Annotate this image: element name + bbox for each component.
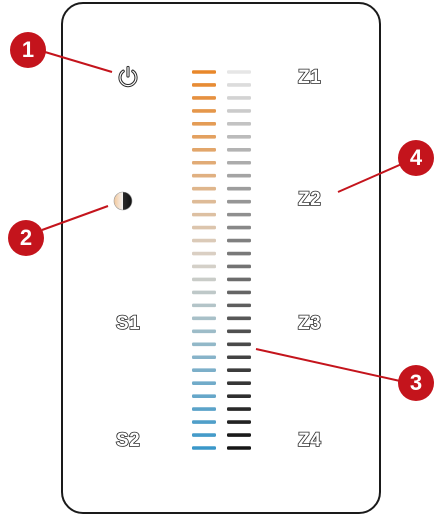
brightness-slider[interactable] — [227, 70, 251, 450]
callout-marker-1: 1 — [10, 32, 46, 68]
callout-marker-4: 4 — [398, 140, 434, 176]
brightness-segment[interactable] — [227, 96, 251, 100]
brightness-segment[interactable] — [227, 355, 251, 360]
brightness-segment[interactable] — [227, 277, 251, 282]
color-temperature-segment[interactable] — [192, 96, 216, 100]
brightness-segment[interactable] — [227, 251, 251, 256]
zone-1-key[interactable]: Z1 — [297, 66, 322, 89]
scene-1-key[interactable]: S1 — [115, 312, 141, 335]
zone-2-label: Z2 — [297, 188, 322, 211]
scene-1-label: S1 — [115, 312, 141, 335]
color-temperature-segment[interactable] — [192, 147, 216, 152]
color-temperature-segment[interactable] — [192, 186, 216, 191]
color-temperature-button[interactable] — [112, 190, 134, 212]
color-temperature-icon — [113, 191, 133, 211]
brightness-segment[interactable] — [227, 70, 251, 74]
brightness-segment[interactable] — [227, 83, 251, 87]
color-temperature-segment[interactable] — [192, 446, 216, 450]
brightness-segment[interactable] — [227, 342, 251, 347]
color-temperature-segment[interactable] — [192, 407, 216, 411]
brightness-segment[interactable] — [227, 394, 251, 398]
color-temperature-segment[interactable] — [192, 251, 216, 256]
color-temperature-segment[interactable] — [192, 433, 216, 437]
zone-3-key[interactable]: Z3 — [297, 312, 322, 335]
zone-2-key[interactable]: Z2 — [297, 188, 322, 211]
color-temperature-segment[interactable] — [192, 122, 216, 126]
power-button[interactable] — [116, 65, 140, 89]
brightness-segment[interactable] — [227, 446, 251, 450]
brightness-segment[interactable] — [227, 122, 251, 126]
brightness-segment[interactable] — [227, 147, 251, 152]
brightness-segment[interactable] — [227, 264, 251, 269]
brightness-segment[interactable] — [227, 381, 251, 385]
color-temperature-segment[interactable] — [192, 212, 216, 217]
scene-2-key[interactable]: S2 — [115, 429, 141, 452]
scene-2-label: S2 — [115, 429, 141, 452]
color-temperature-segment[interactable] — [192, 420, 216, 424]
brightness-segment[interactable] — [227, 303, 251, 308]
color-temperature-segment[interactable] — [192, 225, 216, 230]
brightness-segment[interactable] — [227, 290, 251, 295]
brightness-segment[interactable] — [227, 173, 251, 178]
brightness-segment[interactable] — [227, 420, 251, 424]
color-temperature-segment[interactable] — [192, 264, 216, 269]
color-temperature-slider[interactable] — [192, 70, 216, 450]
brightness-segment[interactable] — [227, 368, 251, 373]
brightness-segment[interactable] — [227, 238, 251, 243]
color-temperature-segment[interactable] — [192, 394, 216, 398]
brightness-segment[interactable] — [227, 433, 251, 437]
brightness-segment[interactable] — [227, 225, 251, 230]
brightness-segment[interactable] — [227, 316, 251, 321]
color-temperature-segment[interactable] — [192, 199, 216, 204]
color-temperature-segment[interactable] — [192, 238, 216, 243]
zone-4-label: Z4 — [297, 429, 322, 452]
color-temperature-segment[interactable] — [192, 342, 216, 347]
color-temperature-segment[interactable] — [192, 70, 216, 74]
color-temperature-segment[interactable] — [192, 316, 216, 321]
color-temperature-segment[interactable] — [192, 277, 216, 282]
color-temperature-segment[interactable] — [192, 368, 216, 373]
power-icon — [118, 65, 138, 88]
brightness-segment[interactable] — [227, 329, 251, 334]
callout-marker-3: 3 — [398, 365, 434, 401]
brightness-segment[interactable] — [227, 186, 251, 191]
color-temperature-segment[interactable] — [192, 135, 216, 139]
color-temperature-segment[interactable] — [192, 83, 216, 87]
color-temperature-segment[interactable] — [192, 381, 216, 385]
brightness-segment[interactable] — [227, 135, 251, 139]
brightness-segment[interactable] — [227, 199, 251, 204]
zone-3-label: Z3 — [297, 312, 322, 335]
zone-1-label: Z1 — [297, 66, 322, 89]
brightness-segment[interactable] — [227, 212, 251, 217]
color-temperature-segment[interactable] — [192, 173, 216, 178]
wall-panel — [61, 2, 381, 514]
brightness-segment[interactable] — [227, 109, 251, 113]
color-temperature-segment[interactable] — [192, 303, 216, 308]
color-temperature-segment[interactable] — [192, 109, 216, 113]
brightness-segment[interactable] — [227, 407, 251, 411]
brightness-segment[interactable] — [227, 160, 251, 165]
callout-marker-2: 2 — [8, 220, 44, 256]
color-temperature-segment[interactable] — [192, 160, 216, 165]
zone-4-key[interactable]: Z4 — [297, 429, 322, 452]
color-temperature-segment[interactable] — [192, 329, 216, 334]
color-temperature-segment[interactable] — [192, 290, 216, 295]
color-temperature-segment[interactable] — [192, 355, 216, 360]
